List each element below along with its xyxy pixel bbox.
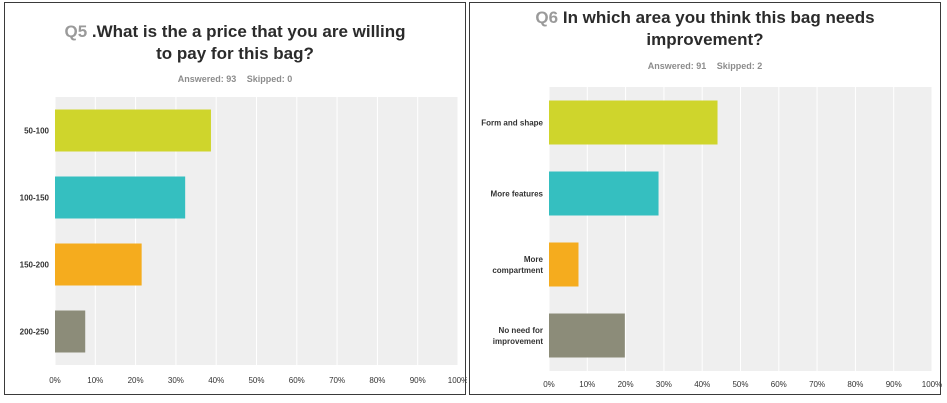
x-tick-label: 30% xyxy=(656,380,672,389)
bar xyxy=(55,109,211,152)
x-tick-label: 90% xyxy=(410,376,426,385)
x-tick-label: 70% xyxy=(809,380,825,389)
bar xyxy=(549,242,579,287)
x-tick-label: 100% xyxy=(922,380,942,389)
bar xyxy=(549,171,659,216)
response-stats-q5: Answered: 93 Skipped: 0 xyxy=(5,74,465,84)
x-tick-label: 70% xyxy=(329,376,345,385)
x-tick-label: 40% xyxy=(694,380,710,389)
question-text: .What is the a price that you are willin… xyxy=(91,22,406,41)
x-tick-label: 100% xyxy=(448,376,467,385)
bar xyxy=(55,243,142,286)
question-title-q6: Q6 In which area you think this bag need… xyxy=(470,7,940,51)
bar xyxy=(55,176,186,219)
x-tick-label: 90% xyxy=(886,380,902,389)
category-label: More features xyxy=(491,190,544,199)
question-text-line2: to pay for this bag? xyxy=(156,44,314,63)
category-label: 50-100 xyxy=(24,127,49,136)
x-tick-label: 60% xyxy=(289,376,305,385)
skipped-count: Skipped: 0 xyxy=(246,74,293,84)
category-label: No need for improvement xyxy=(493,326,544,346)
category-label: 150-200 xyxy=(20,261,50,270)
question-title-q5: Q5 .What is the a price that you are wil… xyxy=(5,21,465,65)
chart-panel-q6: Q6 In which area you think this bag need… xyxy=(469,2,942,395)
x-tick-label: 0% xyxy=(49,376,61,385)
chart-panel-q5: Q5 .What is the a price that you are wil… xyxy=(4,2,467,395)
category-label: 200-250 xyxy=(20,328,50,337)
x-tick-label: 20% xyxy=(128,376,144,385)
answered-count: Answered: 91 xyxy=(647,61,707,71)
x-tick-label: 20% xyxy=(618,380,634,389)
x-tick-label: 40% xyxy=(208,376,224,385)
question-number: Q5 xyxy=(64,22,88,41)
bar xyxy=(549,100,718,145)
bar-chart-q6: 0% 10% 20% 30% 40% 50% 60% 70% 80% 90% 100% Form an… xyxy=(481,87,942,389)
category-label: More compartment xyxy=(492,255,543,275)
bar xyxy=(55,310,86,353)
x-tick-label: 60% xyxy=(771,380,787,389)
question-text: In which area you think this bag needs xyxy=(562,8,875,27)
x-tick-label: 30% xyxy=(168,376,184,385)
x-tick-label: 10% xyxy=(579,380,595,389)
question-number: Q6 xyxy=(535,8,559,27)
x-tick-label: 80% xyxy=(847,380,863,389)
category-label: Form and shape xyxy=(481,119,543,128)
question-text-line2: improvement? xyxy=(646,30,764,49)
skipped-count: Skipped: 2 xyxy=(716,61,763,71)
x-tick-label: 50% xyxy=(248,376,264,385)
x-tick-label: 0% xyxy=(543,380,555,389)
response-stats-q6: Answered: 91 Skipped: 2 xyxy=(470,61,940,71)
x-tick-label: 50% xyxy=(732,380,748,389)
bar xyxy=(549,313,625,358)
answered-count: Answered: 93 xyxy=(177,74,237,84)
bar-chart-q5: 0% 10% 20% 30% 40% 50% 60% 70% 80% 90% 100% 50-100 1… xyxy=(20,97,467,385)
x-tick-label: 80% xyxy=(369,376,385,385)
x-tick-label: 10% xyxy=(87,376,103,385)
category-label: 100-150 xyxy=(20,194,50,203)
